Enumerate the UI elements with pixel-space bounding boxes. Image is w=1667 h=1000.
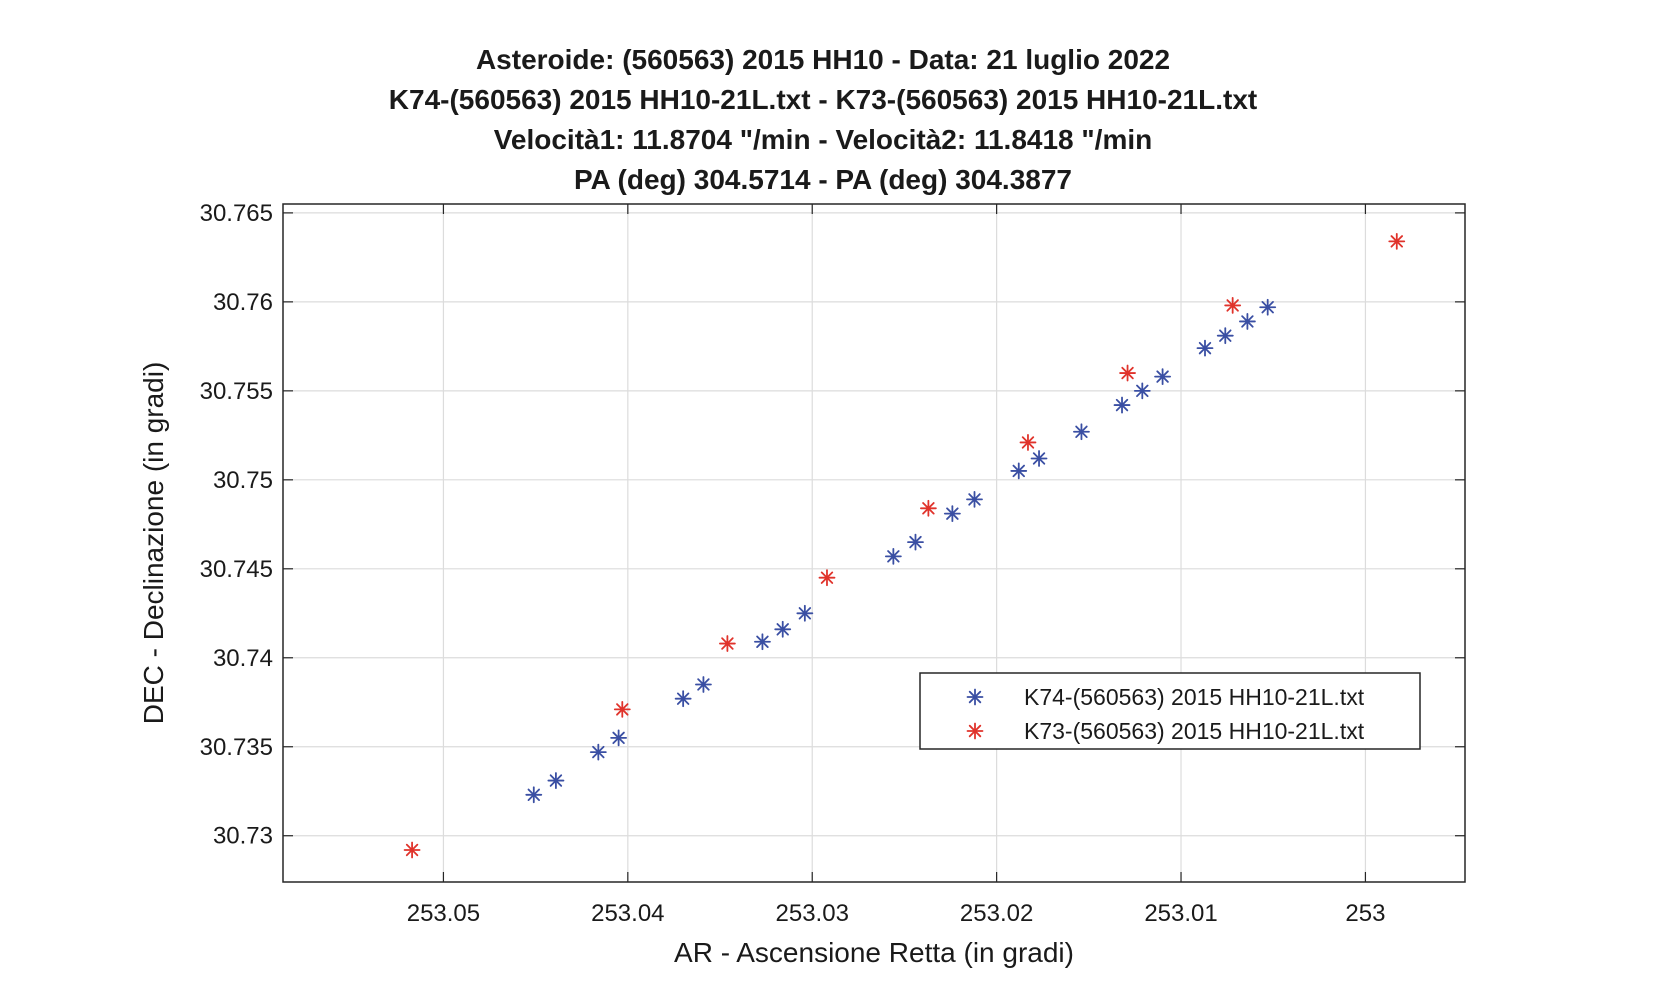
grid: [283, 204, 1465, 882]
data-point-k74: [884, 547, 902, 565]
data-point-k74: [966, 491, 983, 508]
y-tick-label: 30.755: [200, 378, 273, 405]
x-axis-label: AR - Ascensione Retta (in gradi): [674, 937, 1074, 968]
chart-title-line-4: PA (deg) 304.5714 - PA (deg) 304.3877: [574, 164, 1072, 195]
data-point-k74: [1133, 382, 1151, 400]
chart-title-line-1: Asteroide: (560563) 2015 HH10 - Data: 21…: [476, 44, 1170, 75]
data-point-k74: [796, 604, 814, 622]
data-point-k74: [547, 772, 565, 789]
data-points: [403, 232, 1406, 859]
data-point-k73: [719, 635, 736, 652]
data-point-k73: [403, 841, 421, 859]
data-point-k74: [525, 786, 543, 804]
legend-marker-icon: [966, 722, 984, 740]
legend: K74-(560563) 2015 HH10-21L.txt K73-(5605…: [919, 672, 1421, 750]
data-point-k74: [943, 505, 961, 523]
data-point-k73: [1119, 364, 1136, 382]
data-point-k74: [1259, 298, 1277, 316]
data-point-k74: [1154, 368, 1171, 386]
y-tick-label: 30.73: [213, 823, 273, 850]
x-tick-label: 253.02: [960, 900, 1033, 927]
y-tick-label: 30.745: [200, 556, 273, 583]
data-point-k74: [1239, 313, 1256, 330]
y-axis-tick-labels: 30.73 30.735 30.74 30.745 30.75 30.755 30.76 30…: [200, 200, 273, 850]
y-tick-label: 30.735: [200, 734, 273, 761]
axis-ticks: [283, 204, 1465, 882]
legend-box: [919, 672, 1421, 750]
chart-title-line-2: K74-(560563) 2015 HH10-21L.txt - K73-(56…: [389, 84, 1257, 115]
data-point-k74: [1010, 462, 1028, 480]
legend-label-k73: K73-(560563) 2015 HH10-21L.txt: [1024, 718, 1365, 744]
legend-label-k74: K74-(560563) 2015 HH10-21L.txt: [1024, 684, 1365, 710]
data-point-k74: [1196, 339, 1214, 357]
x-tick-label: 253.01: [1144, 900, 1217, 927]
data-point-k74: [907, 533, 924, 551]
data-point-k74: [774, 620, 792, 638]
data-point-k73: [1388, 232, 1406, 250]
x-tick-label: 253: [1345, 900, 1385, 927]
x-tick-label: 253.04: [591, 900, 664, 927]
data-point-k73: [919, 499, 937, 517]
legend-marker-icon: [966, 688, 984, 706]
data-point-k74: [695, 676, 712, 693]
y-tick-label: 30.74: [213, 645, 273, 672]
chart-title-line-3: Velocità1: 11.8704 "/min - Velocità2: 11…: [494, 124, 1152, 155]
data-point-k74: [589, 743, 607, 761]
y-tick-label: 30.75: [213, 467, 273, 494]
data-point-k74: [1113, 396, 1131, 414]
x-tick-label: 253.05: [407, 900, 480, 927]
data-point-k73: [1019, 434, 1037, 451]
y-tick-label: 30.76: [213, 289, 273, 316]
plot-area-frame: [282, 203, 1466, 883]
x-axis-tick-labels: 253.05 253.04 253.03 253.02 253.01 253: [407, 900, 1386, 927]
data-point-k74: [610, 729, 628, 747]
y-tick-label: 30.765: [200, 200, 273, 227]
data-point-k73: [613, 700, 631, 718]
data-point-k73: [1224, 297, 1242, 314]
x-tick-label: 253.03: [776, 900, 849, 927]
y-axis-label: DEC - Declinazione (in gradi): [138, 362, 169, 725]
data-point-k74: [1216, 327, 1234, 345]
chart-title: Asteroide: (560563) 2015 HH10 - Data: 21…: [389, 44, 1257, 195]
data-point-k73: [818, 569, 836, 587]
data-point-k74: [754, 633, 771, 651]
data-point-k74: [674, 690, 692, 708]
data-point-k74: [1030, 450, 1048, 467]
data-point-k74: [1073, 423, 1090, 441]
legend-marker-k73: [966, 722, 984, 740]
legend-marker-k74: [966, 688, 984, 706]
